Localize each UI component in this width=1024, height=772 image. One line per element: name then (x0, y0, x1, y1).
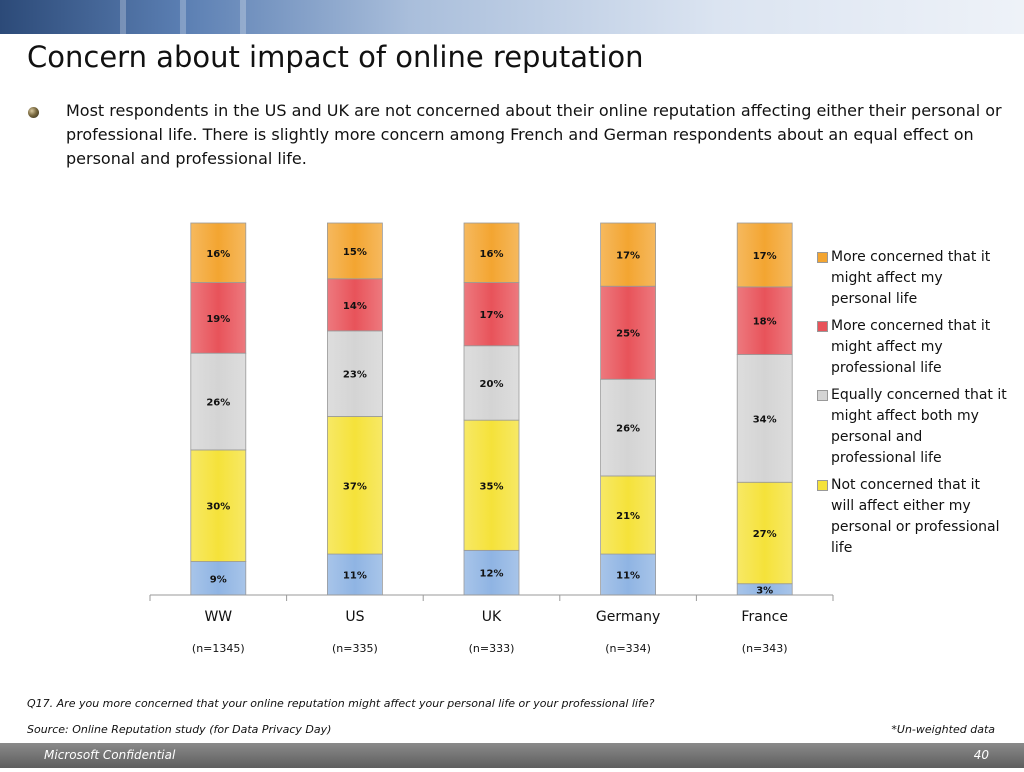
data-label: 34% (753, 414, 777, 425)
bar-segment (600, 475, 656, 555)
bar-segment (190, 222, 247, 283)
banner-stripe (180, 0, 186, 34)
bar-segment (736, 286, 793, 355)
bar-segment (736, 354, 793, 483)
bullet-icon (28, 107, 39, 118)
data-label: 16% (206, 249, 230, 260)
header-banner (0, 0, 1024, 34)
sample-size-label: (n=335) (332, 642, 378, 655)
data-label: 27% (753, 529, 777, 540)
x-tick-label: WW (204, 609, 232, 625)
x-tick-label: UK (482, 609, 502, 625)
sample-size-label: (n=334) (605, 642, 651, 655)
data-label: 3% (756, 585, 773, 596)
confidential-label: Microsoft Confidential (44, 748, 176, 762)
footer-bar: Microsoft Confidential 40 (0, 743, 1024, 768)
data-label: 35% (480, 481, 504, 492)
x-tick-label: US (345, 609, 364, 625)
bar-segment (463, 419, 520, 551)
data-label: 17% (480, 310, 504, 321)
bar-segment (736, 481, 793, 585)
x-tick-label: France (741, 609, 788, 625)
bar-segment (600, 285, 656, 380)
legend-item: Not concerned that it will affect either… (817, 475, 1007, 559)
data-label: 26% (616, 424, 640, 435)
data-label: 19% (206, 314, 230, 325)
data-label: 12% (480, 569, 504, 580)
bar-segment (326, 416, 383, 555)
bar-segment (736, 222, 793, 288)
bar-segment (463, 222, 520, 283)
data-label: 26% (206, 398, 230, 409)
bar-segment (326, 278, 383, 332)
bar-segment (600, 222, 656, 287)
legend-item: Equally concerned that it might affect b… (817, 385, 1007, 469)
legend-item: More concerned that it might affect my p… (817, 247, 1007, 310)
bar-segment (326, 553, 383, 596)
banner-stripe (120, 0, 126, 34)
bullet-text: Most respondents in the US and UK are no… (66, 101, 1002, 168)
data-label: 20% (480, 379, 504, 390)
legend-label: Equally concerned that it might affect b… (831, 387, 1007, 466)
bar-segment (190, 282, 247, 354)
data-label: 16% (480, 249, 504, 260)
bar-segment (463, 345, 520, 421)
legend-swatch (817, 480, 828, 491)
legend-label: More concerned that it might affect my p… (831, 249, 991, 307)
bar-segment (190, 449, 247, 562)
bar-segment (463, 549, 520, 596)
legend-swatch (817, 390, 828, 401)
banner-stripe (240, 0, 246, 34)
data-label: 11% (616, 571, 640, 582)
data-label: 17% (616, 251, 640, 262)
data-label: 15% (343, 247, 367, 258)
weighting-footnote: *Un-weighted data (891, 723, 995, 736)
question-footnote: Q17. Are you more concerned that your on… (27, 697, 655, 710)
bar-segment (600, 553, 656, 596)
chart-legend: More concerned that it might affect my p… (817, 247, 1007, 565)
bar-segment (190, 352, 247, 451)
bar-segment (326, 222, 383, 280)
data-label: 11% (343, 571, 367, 582)
legend-swatch (817, 321, 828, 332)
source-footnote: Source: Online Reputation study (for Dat… (27, 723, 332, 736)
data-label: 9% (210, 574, 227, 585)
legend-item: More concerned that it might affect my p… (817, 316, 1007, 379)
bar-segment (600, 378, 656, 477)
data-label: 37% (343, 481, 367, 492)
data-label: 21% (616, 511, 640, 522)
legend-label: More concerned that it might affect my p… (831, 318, 991, 376)
data-label: 30% (206, 502, 230, 513)
data-label: 14% (343, 301, 367, 312)
page-number: 40 (973, 748, 989, 762)
data-label: 17% (753, 251, 777, 262)
data-label: 23% (343, 370, 367, 381)
sample-size-label: (n=343) (742, 642, 788, 655)
slide-title: Concern about impact of online reputatio… (27, 40, 644, 74)
bar-segment (326, 330, 383, 417)
data-label: 18% (753, 317, 777, 328)
legend-label: Not concerned that it will affect either… (831, 477, 1000, 556)
sample-size-label: (n=1345) (192, 642, 245, 655)
legend-swatch (817, 252, 828, 263)
data-label: 25% (616, 329, 640, 340)
sample-size-label: (n=333) (469, 642, 515, 655)
x-tick-label: Germany (596, 609, 660, 625)
